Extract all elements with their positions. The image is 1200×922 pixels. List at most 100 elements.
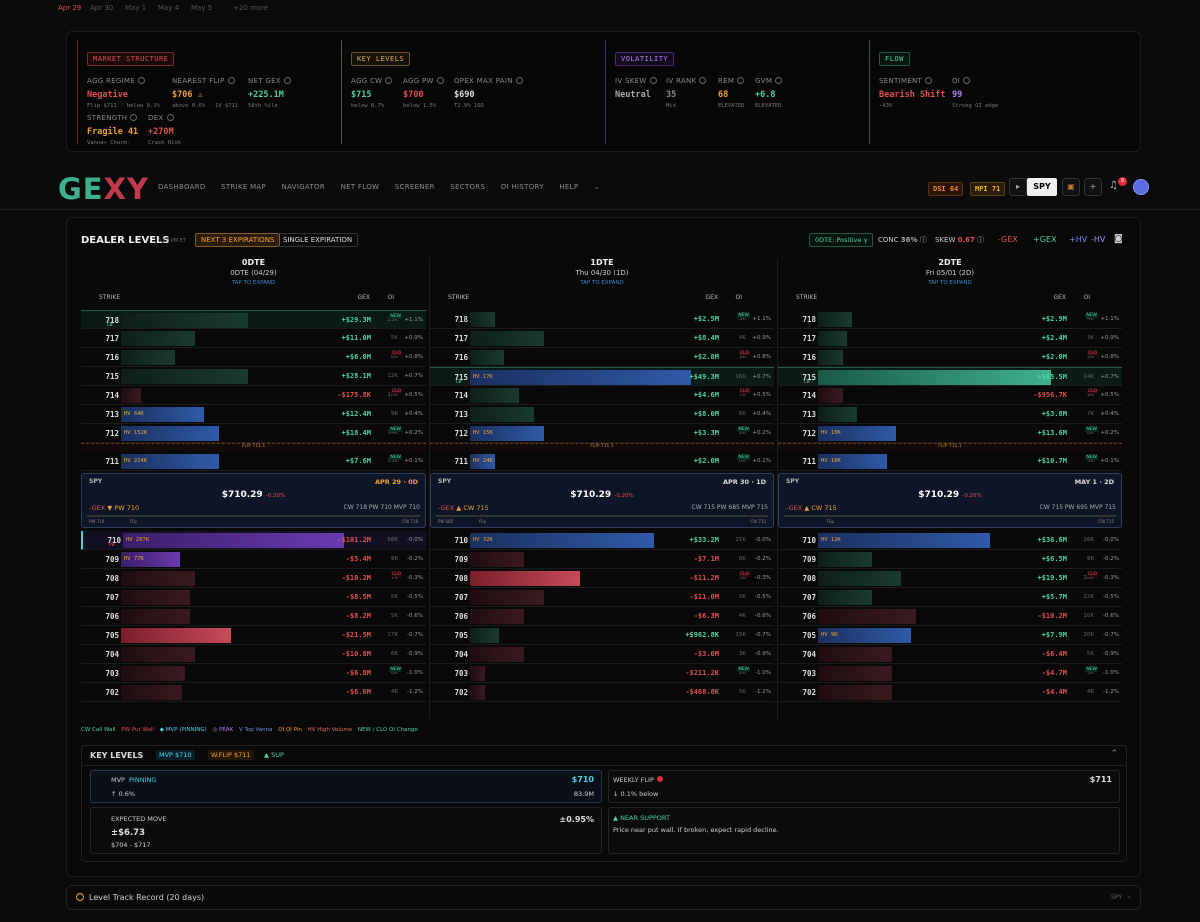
tap-to-expand[interactable]: TAP TO EXPAND: [928, 280, 972, 286]
strike-row[interactable]: 702 -$468.8K 5K -1.2%: [430, 683, 774, 702]
strike-row[interactable]: 717 +$8.4M 4K +0.9%: [430, 329, 774, 348]
current-price-box[interactable]: SPY APR 29 · 0D $710.29 -0.20% -GEX ▼ PW…: [81, 473, 426, 528]
strike-row[interactable]: 708 -$10.2M 7K CLO -0.3%: [81, 569, 426, 588]
strike-row[interactable]: 713 +$8.0M 6K +0.4%: [430, 405, 774, 424]
strike-row[interactable]: 711 HV 24K +$2.0M 6K NEW +0.1%: [430, 452, 774, 471]
strike-row[interactable]: 715 +$28.1M 12K +0.7%: [81, 367, 426, 386]
strike-row[interactable]: 712 HV 152K +$18.4M 14K NEW +0.2%: [81, 424, 426, 443]
strike-row[interactable]: 703 -$4.7M 5K NEW -1.0%: [778, 664, 1122, 683]
bell-icon[interactable]: ♫: [1109, 180, 1118, 191]
strike-row[interactable]: 711 HV 10K +$10.7M 5K NEW +0.1%: [778, 452, 1122, 471]
strike-row[interactable]: 702 -$4.4M 4K -1.2%: [778, 683, 1122, 702]
strike-row[interactable]: 714 -$175.8K 10K CLO +0.5%: [81, 386, 426, 405]
strike-row[interactable]: 711 HV 224K +$7.6M 13K NEW +0.1%: [81, 452, 426, 471]
key-levels-header[interactable]: KEY LEVELS MVP $710 W.FLIP $711 ▲ SUP ⌃: [82, 746, 1126, 766]
info-icon: [130, 114, 138, 121]
strike-row[interactable]: 709 HV 77K -$5.4M 9K -0.2%: [81, 550, 426, 569]
strike-row[interactable]: 710 PW HV 207K -$101.2M 68K -0.0%: [81, 531, 426, 550]
nav-screener[interactable]: SCREENER: [394, 183, 435, 191]
strike-row[interactable]: 715 CW HV 17K +$49.3M 16K +0.7%: [430, 367, 774, 386]
strike-row[interactable]: 716 +$2.0M 5K CLO +0.8%: [778, 348, 1122, 367]
mpi-badge[interactable]: MPI 71: [970, 182, 1006, 196]
strike-row[interactable]: 707 +$5.7M 22K -0.5%: [778, 588, 1122, 607]
avatar[interactable]: [1133, 179, 1149, 195]
next-3-expirations-button[interactable]: NEXT 3 EXPIRATIONS: [195, 233, 281, 247]
date-tab-apr30[interactable]: Apr 30: [90, 4, 114, 12]
strike-row[interactable]: 716 +$6.0M 6K CLO +0.8%: [81, 348, 426, 367]
toggle-pos-hv[interactable]: +HV: [1069, 235, 1088, 244]
date-tab-may5[interactable]: May 5: [191, 4, 213, 12]
strike-row[interactable]: 715 CW +$65.5M 24K +0.7%: [778, 367, 1122, 386]
oi-value: 28K: [1083, 575, 1094, 581]
gexy-logo[interactable]: GEXY: [58, 172, 149, 206]
nav-dashboard[interactable]: DASHBOARD: [158, 183, 206, 191]
strike-row[interactable]: 703 -$211.2K 2K NEW -1.0%: [430, 664, 774, 683]
collapse-icon[interactable]: ⌃: [1110, 749, 1118, 759]
strike-row[interactable]: 714 +$4.6M 7K CLO +0.5%: [430, 386, 774, 405]
strike-row[interactable]: 716 +$2.8M 3K CLO +0.8%: [430, 348, 774, 367]
single-expiration-button[interactable]: SINGLE EXPIRATION: [277, 233, 359, 247]
strike-row[interactable]: 717 +$2.4M 3K +0.9%: [778, 329, 1122, 348]
column-header[interactable]: 1DTE Thu 04/30 (1D) TAP TO EXPAND: [430, 258, 774, 286]
strike-row[interactable]: 704 -$6.4M 5K -0.9%: [778, 645, 1122, 664]
strike-row[interactable]: 712 HV 10K +$13.6M 8K NEW +0.2%: [778, 424, 1122, 443]
strike-row[interactable]: 717 +$11.0M 5K +0.9%: [81, 329, 426, 348]
oi-change-tag: NEW: [389, 314, 402, 319]
strike-row[interactable]: 713 HV 64K +$12.4M 9K +0.4%: [81, 405, 426, 424]
play-icon[interactable]: ▸: [1009, 178, 1027, 196]
iv-rank-metric: IV RANK 35 Mid: [666, 77, 707, 109]
strike-row[interactable]: 709 -$7.1M 6K -0.2%: [430, 550, 774, 569]
toggle-neg-gex[interactable]: -GEX: [998, 235, 1018, 244]
strike-row[interactable]: 710 HV 32K +$33.2M 21K -0.0%: [430, 531, 774, 550]
strike-row[interactable]: 714 -$956.7K 9K CLO +0.5%: [778, 386, 1122, 405]
gex-bar: [470, 666, 485, 681]
strike-row[interactable]: 702 -$6.0M 4K -1.2%: [81, 683, 426, 702]
strike-row[interactable]: 706 -$8.2M 5K -0.6%: [81, 607, 426, 626]
strike-row[interactable]: 710 HV 12K +$36.6M 26K -0.0%: [778, 531, 1122, 550]
strike-row[interactable]: 706 -$10.2M 10K -0.6%: [778, 607, 1122, 626]
dsi-badge[interactable]: DSI 64: [928, 182, 964, 196]
nav-net-flow[interactable]: NET FLOW: [340, 183, 380, 191]
current-price-box[interactable]: SPY APR 30 · 1D $710.29 -0.20% -GEX ▲ CW…: [430, 473, 774, 528]
tap-to-expand[interactable]: TAP TO EXPAND: [231, 280, 276, 286]
strike-row[interactable]: 706 -$6.3M 4K -0.6%: [430, 607, 774, 626]
date-tab-more[interactable]: +20 more: [233, 4, 269, 12]
add-icon[interactable]: +: [1084, 178, 1102, 196]
strike-row[interactable]: 712 HV 15K +$3.3M 8K NEW +0.2%: [430, 424, 774, 443]
strike-row[interactable]: 705 HV 9K +$7.9M 20K -0.7%: [778, 626, 1122, 645]
strike-row[interactable]: 718 +$2.9M 4K NEW +1.1%: [778, 310, 1122, 329]
strike-row[interactable]: 718 +$2.5M 3K NEW +1.1%: [430, 310, 774, 329]
strike-row[interactable]: 708 +$19.5M 28K CLO -0.3%: [778, 569, 1122, 588]
nav-help[interactable]: HELP ⌄: [559, 183, 601, 191]
strike-row[interactable]: 713 +$3.8M 7K +0.4%: [778, 405, 1122, 424]
column-header[interactable]: 0DTE 0DTE (04/29) TAP TO EXPAND: [81, 258, 426, 286]
tap-to-expand[interactable]: TAP TO EXPAND: [580, 280, 624, 286]
column-header[interactable]: 2DTE Fri 05/01 (2D) TAP TO EXPAND: [778, 258, 1122, 286]
strike-row[interactable]: 707 -$8.5M 5K -0.5%: [81, 588, 426, 607]
strike-row[interactable]: 704 -$10.8M 6K -0.9%: [81, 645, 426, 664]
strike-row[interactable]: 707 -$11.0M 5K -0.5%: [430, 588, 774, 607]
nav-strike-map[interactable]: STRIKE MAP: [221, 183, 267, 191]
strike-row[interactable]: 705 -$21.5M 17K -0.7%: [81, 626, 426, 645]
strike-row[interactable]: 703 -$6.8M 6K NEW -1.0%: [81, 664, 426, 683]
date-tab-may4[interactable]: May 4: [158, 4, 180, 12]
date-tab-may1[interactable]: May 1: [125, 4, 147, 12]
nav-navigator[interactable]: NAVIGATOR: [281, 183, 326, 191]
toggle-pos-gex[interactable]: +GEX: [1033, 235, 1057, 244]
nav-sectors[interactable]: SECTORS: [450, 183, 486, 191]
pct-change: +0.1%: [1100, 458, 1119, 464]
ticker-selector[interactable]: SPY: [1027, 178, 1057, 196]
legend-oi-pin: OI OI Pin: [278, 727, 302, 733]
strike-row[interactable]: 704 -$3.0M 3K -0.9%: [430, 645, 774, 664]
date-tab-apr29[interactable]: Apr 29: [58, 4, 82, 12]
toggle-neg-hv[interactable]: -HV: [1091, 235, 1106, 244]
strike-row[interactable]: 709 +$6.5M 9K -0.2%: [778, 550, 1122, 569]
briefcase-icon[interactable]: ▣: [1062, 178, 1080, 196]
camera-icon[interactable]: ◙: [1114, 234, 1123, 244]
current-price-box[interactable]: SPY MAY 1 · 2D $710.29 -0.20% -GEX ▲ CW …: [778, 473, 1122, 528]
strike-row[interactable]: 708 -$11.2M 5K CLO -0.3%: [430, 569, 774, 588]
strike-row[interactable]: 718 CW +$29.3M 23K NEW +1.1%: [81, 310, 426, 329]
level-track-record[interactable]: Level Track Record (20 days) SPY ⌄: [66, 885, 1141, 910]
nav-oi-history[interactable]: OI HISTORY: [500, 183, 544, 191]
strike-row[interactable]: 705 +$962.8K 15K -0.7%: [430, 626, 774, 645]
